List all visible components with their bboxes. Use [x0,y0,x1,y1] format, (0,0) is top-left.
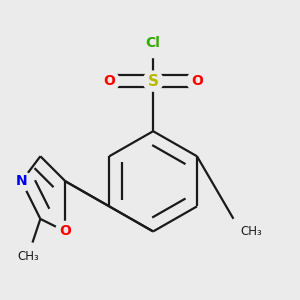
Circle shape [139,29,167,58]
Text: N: N [16,174,27,188]
Circle shape [11,171,32,191]
Circle shape [14,242,42,271]
Text: CH₃: CH₃ [17,250,39,263]
Text: O: O [103,74,115,88]
Circle shape [227,218,255,245]
Text: O: O [59,224,71,239]
Text: S: S [148,74,159,88]
Text: Cl: Cl [146,37,160,50]
Text: O: O [191,74,203,88]
Circle shape [143,71,163,91]
Circle shape [56,221,75,242]
Text: CH₃: CH₃ [241,225,262,238]
Circle shape [187,71,207,91]
Circle shape [99,71,119,91]
